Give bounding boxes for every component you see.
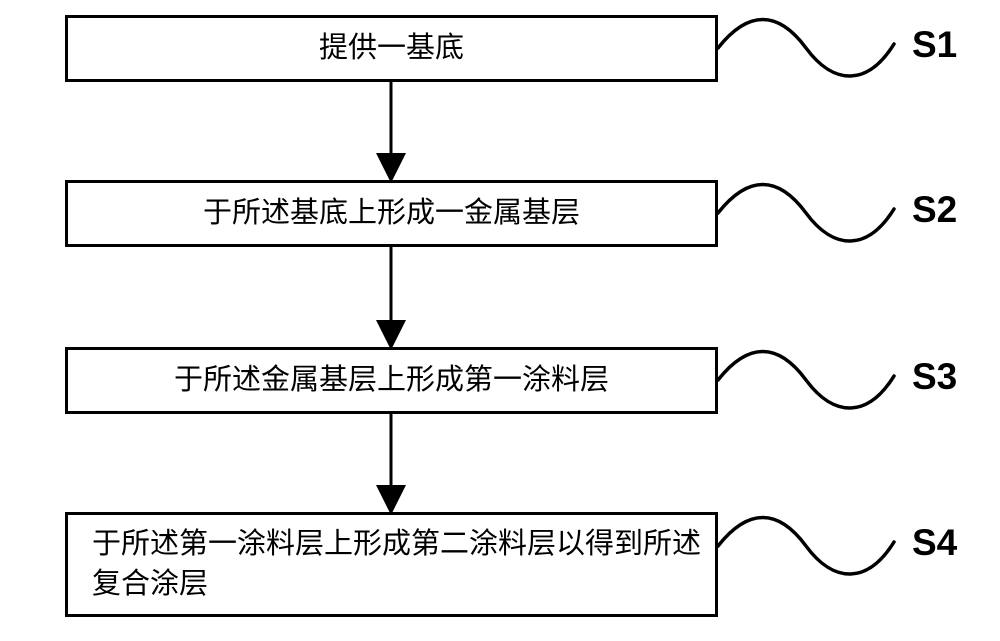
- squiggle-connector: [718, 352, 894, 409]
- squiggle-connector: [718, 185, 894, 242]
- squiggle-connector: [718, 518, 894, 575]
- connector-layer: [0, 0, 1000, 641]
- squiggle-connector: [718, 20, 894, 77]
